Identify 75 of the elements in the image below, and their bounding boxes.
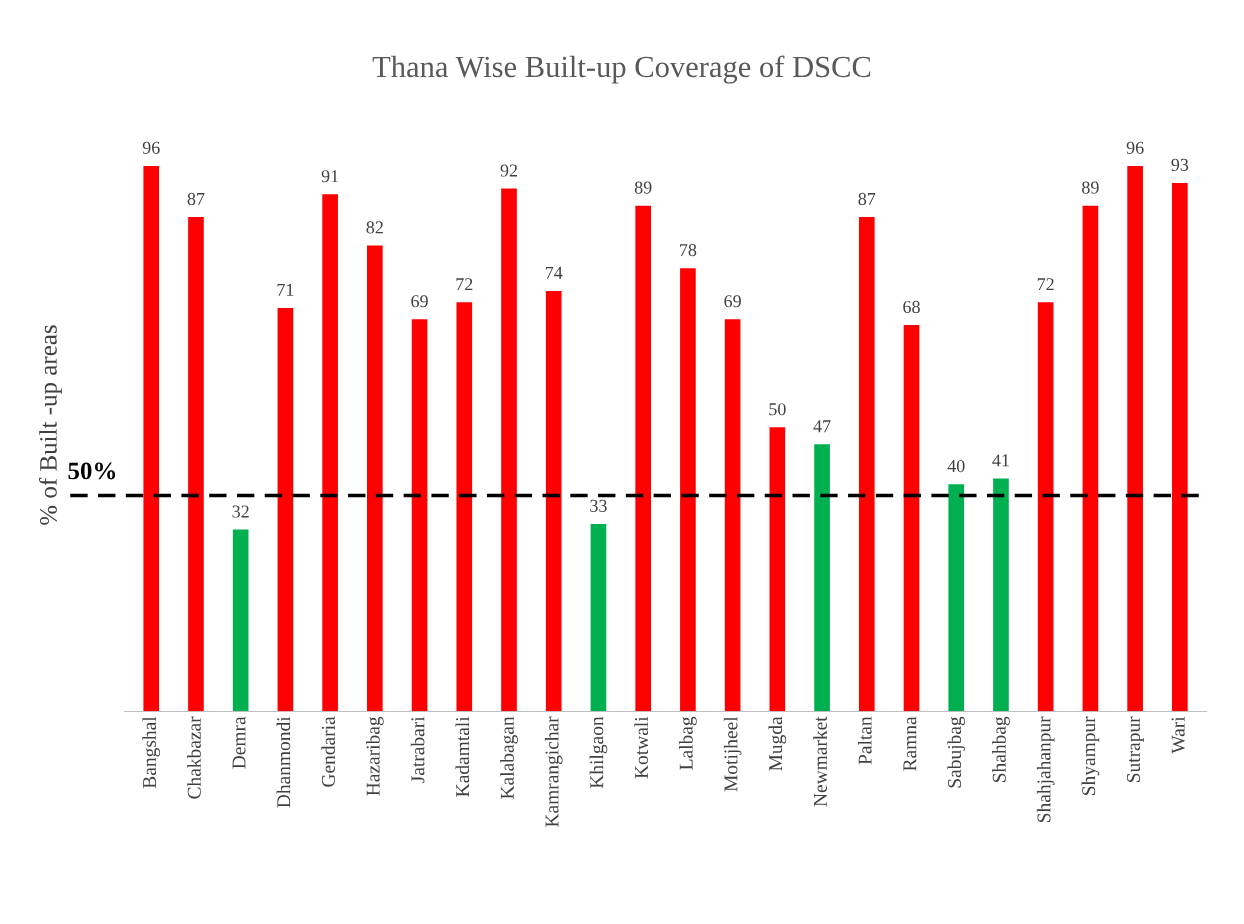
data-label: 69 [411,295,428,308]
text: 50% [68,462,116,480]
bar [277,307,294,712]
x-tick-label: Kamrangichar [544,716,563,827]
data-label: 93 [1171,158,1189,171]
data-label: 40 [947,459,965,473]
data-label: 72 [456,278,473,291]
bar [635,205,652,712]
x-tick-label: Bangshal [142,716,161,789]
bar [545,290,562,712]
x-tick-label: Chakbazar [187,716,201,799]
data-label: 47 [813,420,831,433]
bar [1037,302,1054,712]
y-axis-title: % of Built -up areas [38,325,62,525]
x-tick-label: Kalabagan [500,716,518,799]
data-label: 74 [545,266,563,279]
x-tick-label: Motijheel [723,716,742,792]
data-label: 96 [142,141,160,154]
data-label: 50 [769,403,786,416]
x-tick-label: Jatrabari [410,716,425,783]
data-label: 68 [903,300,920,314]
data-label: 96 [1126,141,1144,154]
x-tick-label: Dhanmondi [276,716,291,808]
bar [411,319,428,712]
bar [993,478,1009,712]
bar [1082,205,1099,712]
bar [322,194,338,712]
x-tick-label: Gendaria [321,716,335,787]
data-label: 89 [634,181,652,194]
data-label: 71 [277,283,294,296]
bar [1127,165,1143,712]
bar [501,188,517,712]
data-label: 32 [232,505,249,518]
x-tick-label: Shahbag [992,716,1010,783]
x-tick-label: Kadamtali [455,716,470,797]
bar [903,325,920,712]
x-tick-label: Lalbag [679,716,697,770]
bar [1172,182,1188,712]
data-label: 82 [366,221,383,234]
bar [814,444,830,712]
x-tick-label: Mugda [768,716,787,771]
x-tick-label: Sutrapur [1126,716,1144,782]
data-label: 78 [680,243,697,257]
bar [769,427,786,712]
x-tick-label: Shyampur [1081,716,1100,795]
x-tick-label: Paltan [857,716,872,765]
x-tick-label: Ramna [903,716,917,771]
data-label: 72 [1037,278,1054,291]
x-tick-label: Wari [1171,716,1185,754]
data-label: 41 [992,454,1009,467]
x-tick-label: Khilgaon [589,716,608,789]
x-tick-label: Shahjahanpur [1036,716,1055,822]
bar [188,217,204,712]
x-tick-label: Kotwali [634,716,649,779]
bar [232,529,249,712]
bar [143,165,160,712]
x-tick-label: Demra [232,716,246,769]
data-label: 92 [500,164,518,177]
bar [680,268,696,712]
x-tick-label: Hazaribag [366,716,384,796]
data-label: 33 [590,499,607,512]
data-label: 69 [724,295,741,308]
bar [724,319,741,712]
chart-title: Thana Wise Built-up Coverage of DSCC [372,55,871,84]
bar [948,484,965,712]
bar [858,217,875,712]
bar [367,245,383,712]
x-tick-label: Sabujbag [947,716,966,788]
data-label: 87 [187,192,205,206]
bar [590,523,607,712]
data-label: 89 [1082,181,1099,194]
data-label: 91 [321,170,339,183]
bar [456,302,473,712]
data-label: 87 [858,192,876,206]
x-tick-label: Newmarket [813,716,827,807]
